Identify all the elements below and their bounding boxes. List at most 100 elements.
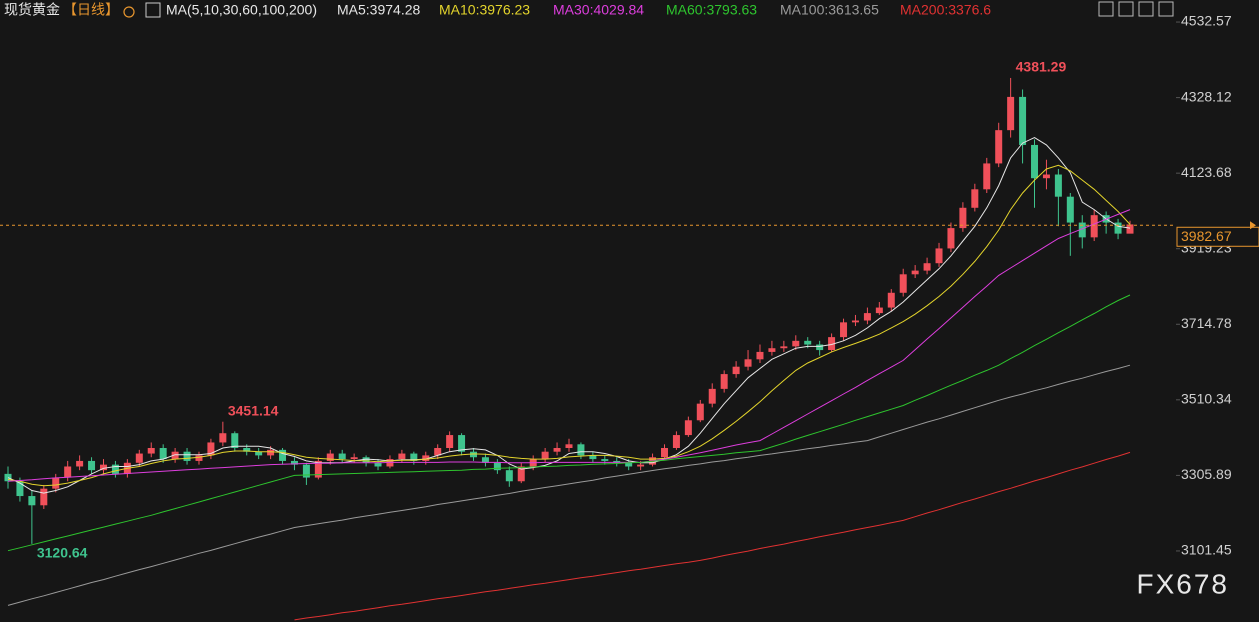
- y-tick-label: 4123.68: [1181, 164, 1232, 180]
- legend-entry: MA30:4029.84: [553, 2, 644, 18]
- candle-body: [338, 453, 346, 460]
- legend-entry: MA10:3976.23: [439, 2, 530, 18]
- candle-body: [517, 466, 525, 482]
- add-icon[interactable]: [123, 6, 135, 18]
- candle-body: [565, 444, 573, 449]
- tool-button[interactable]: [1138, 1, 1154, 17]
- candle-body: [111, 464, 119, 474]
- candle-body: [625, 462, 633, 467]
- ma-icon[interactable]: [145, 2, 161, 18]
- legend-header: 现货黄金 【日线】 MA(5,10,30,60,100,200) MA5:397…: [4, 2, 991, 18]
- candle-body: [887, 292, 895, 308]
- period-label: 【日线】: [63, 2, 119, 18]
- ma-line: [7, 164, 1131, 487]
- ma-line: [7, 209, 1131, 482]
- candle-body: [983, 163, 991, 190]
- candle-body: [219, 433, 227, 443]
- candle-body: [732, 366, 740, 375]
- candle-body: [1126, 224, 1134, 234]
- last-price-label: 3982.67: [1181, 228, 1232, 244]
- legend-entry: MA100:3613.65: [780, 2, 879, 18]
- candle-body: [660, 448, 668, 458]
- ma-line: [294, 451, 1131, 621]
- candle-body: [326, 453, 334, 461]
- candle-body: [613, 460, 621, 463]
- candle-body: [267, 449, 275, 456]
- y-tick-label: 3510.34: [1181, 391, 1232, 407]
- candle-body: [768, 348, 776, 352]
- candle-body: [374, 462, 382, 467]
- candle-body: [493, 462, 501, 471]
- candle-body: [780, 346, 788, 349]
- candle-body: [1054, 174, 1062, 197]
- candle-body: [863, 313, 871, 321]
- candle-body: [481, 457, 489, 463]
- legend-entry: MA60:3793.63: [666, 2, 757, 18]
- candle-body: [88, 460, 96, 471]
- candle-body: [971, 189, 979, 208]
- candle-body: [959, 207, 967, 229]
- candle-body: [16, 481, 24, 497]
- candle-body: [1042, 174, 1050, 179]
- candle-body: [159, 448, 167, 460]
- candle-body: [684, 420, 692, 436]
- candle-body: [505, 470, 513, 482]
- candle-body: [28, 496, 36, 506]
- candle-body: [195, 455, 203, 461]
- candle-body: [1090, 215, 1098, 238]
- candle-body: [470, 451, 478, 458]
- candle-body: [637, 464, 645, 467]
- candle-body: [410, 453, 418, 461]
- ma-label: MA(5,10,30,60,100,200): [166, 2, 317, 18]
- candle-body: [923, 263, 931, 271]
- candle-body: [147, 448, 155, 454]
- extreme-label: 3451.14: [228, 402, 279, 418]
- candle-body: [458, 435, 466, 452]
- extreme-label: 4381.29: [1016, 59, 1067, 75]
- candle-body: [4, 473, 12, 482]
- ma-line: [7, 137, 1131, 494]
- candle-body: [947, 228, 955, 249]
- extreme-label: 3120.64: [37, 545, 88, 561]
- last-price-box: [1176, 226, 1259, 247]
- candle-body: [1114, 222, 1122, 234]
- candle-body: [40, 488, 48, 506]
- candle-body: [207, 442, 215, 456]
- candle-body: [744, 359, 752, 367]
- tool-button[interactable]: [1118, 1, 1134, 17]
- chart-title: 现货黄金: [4, 2, 60, 18]
- candle-body: [64, 466, 72, 478]
- tool-button[interactable]: [1158, 1, 1174, 17]
- candle-body: [899, 274, 907, 293]
- candle-body: [1019, 96, 1027, 145]
- y-tick-label: 3101.45: [1181, 542, 1232, 558]
- ma-line: [7, 364, 1131, 606]
- candle-body: [828, 337, 836, 351]
- candle-body: [231, 433, 239, 449]
- candle-body: [601, 459, 609, 461]
- candle-body: [1078, 222, 1086, 238]
- candle-body: [135, 453, 143, 463]
- candle-body: [840, 322, 848, 338]
- tool-button[interactable]: [1098, 1, 1114, 17]
- candle-body: [792, 340, 800, 347]
- y-tick-label: 3714.78: [1181, 315, 1232, 331]
- candle-body: [875, 307, 883, 314]
- candle-body: [1066, 196, 1074, 223]
- watermark: FX678: [1137, 568, 1230, 599]
- candle-body: [362, 457, 370, 463]
- candle-body: [720, 374, 728, 389]
- candle-body: [279, 449, 287, 461]
- candle-body: [756, 351, 764, 360]
- candle-body: [816, 344, 824, 351]
- candle-body: [446, 435, 454, 449]
- candle-body: [255, 451, 263, 456]
- y-tick-label: 3305.89: [1181, 466, 1232, 482]
- candle-body: [541, 451, 549, 460]
- candle-body: [995, 130, 1003, 164]
- candle-body: [398, 453, 406, 460]
- candle-body: [434, 448, 442, 456]
- last-price-marker: [1250, 221, 1256, 230]
